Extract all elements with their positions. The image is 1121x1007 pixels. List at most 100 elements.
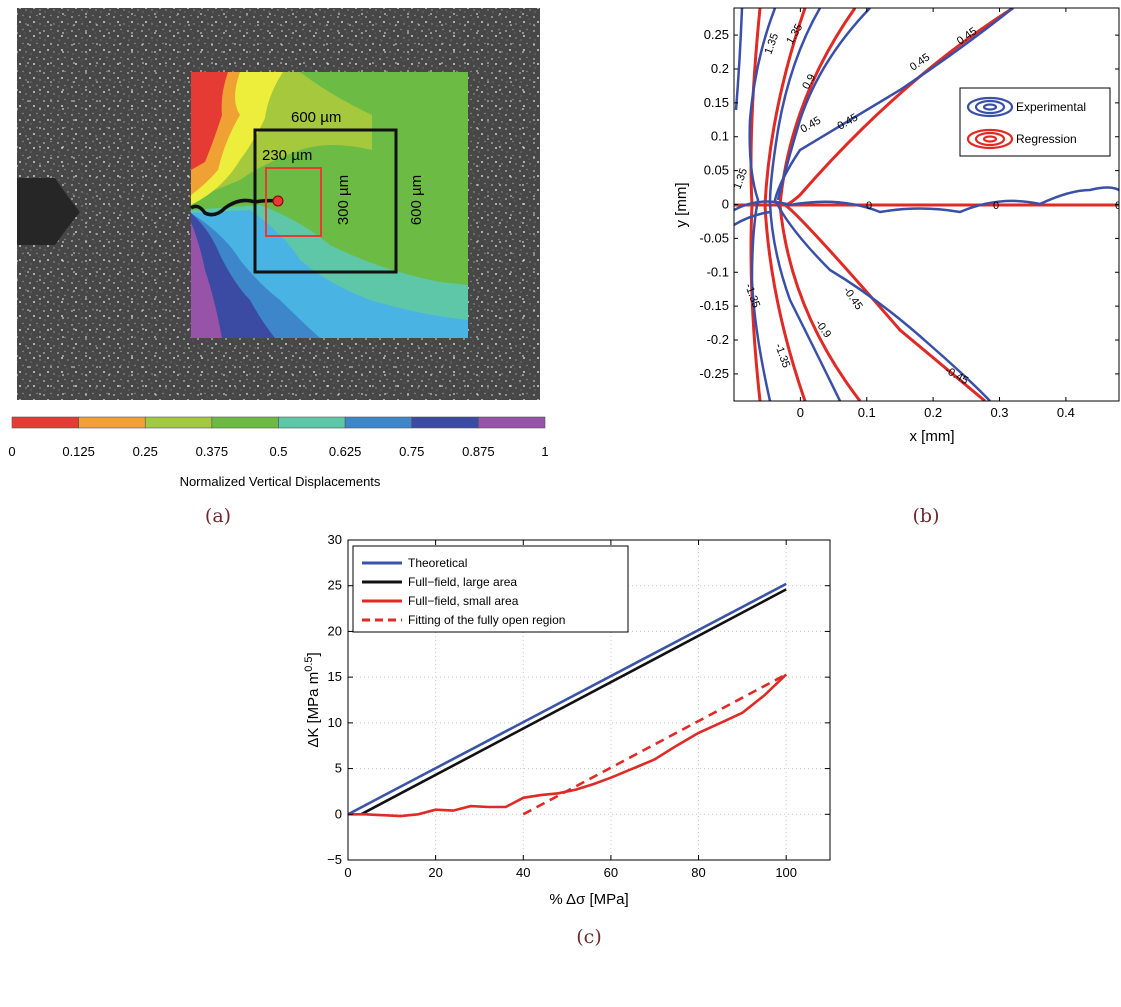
series-line-large-area [360, 588, 787, 816]
panel-c-label: (c) [576, 926, 601, 948]
colorbar: 0 0.125 0.25 0.375 0.5 0.625 0.75 0.875 1 [8, 416, 549, 459]
y-tick-label: 20 [328, 623, 342, 638]
legend-label-regression: Regression [1016, 132, 1077, 146]
panel-a: 600 µm 230 µm 300 µm 600 µm 0 0.125 0.25 0.… [8, 8, 549, 527]
x-tick-label: 40 [516, 865, 530, 880]
colorbar-tick-label: 0.5 [269, 444, 287, 459]
panel-b-axes: 0 0.1 0.2 0.3 0.4 0.25 0.2 0.15 0.1 0.05 0 -0.05 -0.… [699, 8, 1119, 420]
y-tick-label: 0.25 [704, 27, 729, 42]
displacement-field [191, 72, 468, 338]
y-tick-label: −5 [327, 852, 342, 867]
experimental-contour-18 [734, 8, 744, 111]
colorbar-segment [78, 416, 146, 429]
panel-b: 1.35 1.35 0.9 0.45 0.45 0.45 0.45 1.35 -… [673, 7, 1121, 527]
colorbar-segment [11, 416, 79, 429]
experimental-contour-0-lower [734, 210, 771, 227]
y-tick-label: 30 [328, 532, 342, 547]
x-tick-label: 20 [428, 865, 442, 880]
panel-c-ylabel: ΔK [MPa m0.5] [303, 652, 322, 747]
panel-b-label: (b) [913, 505, 940, 527]
y-tick-label: 0.05 [704, 163, 729, 178]
y-tick-label: 10 [328, 715, 342, 730]
colorbar-segment [344, 416, 413, 429]
field-band-1 [191, 222, 222, 338]
colorbar-tick-label: 1 [541, 444, 548, 459]
contour-label: 0 [993, 200, 999, 212]
experimental-contour-09 [768, 8, 842, 401]
y-tick-label: 0.2 [711, 61, 729, 76]
x-tick-label: 0.1 [858, 405, 876, 420]
crack-tip-marker [272, 195, 284, 207]
panel-c-frame [347, 539, 831, 861]
dim-label-small-height: 300 µm [335, 175, 352, 225]
colorbar-segment [144, 416, 213, 429]
legend-label-small-area: Full−field, small area [408, 594, 519, 608]
field-band-0 [191, 72, 228, 170]
legend-label-experimental: Experimental [1016, 100, 1086, 114]
panel-b-xlabel: x [mm] [910, 428, 955, 445]
panel-b-ylabel: y [mm] [673, 183, 690, 228]
x-tick-label: 0 [797, 405, 804, 420]
small-area-box [265, 167, 322, 237]
colorbar-tick-label: 0.125 [62, 444, 95, 459]
colorbar-tick-label: 0.375 [196, 444, 229, 459]
colorbar-segment [278, 416, 346, 429]
large-area-box [253, 128, 398, 274]
experimental-contour-045 [773, 8, 1014, 401]
y-tick-label: 25 [328, 578, 342, 593]
legend-label-theoretical: Theoretical [408, 556, 467, 570]
contour-label: 0 [866, 200, 872, 212]
y-tick-label: -0.05 [699, 230, 729, 245]
contour-label: 0 [1115, 200, 1121, 212]
y-tick-label: 0.15 [704, 95, 729, 110]
legend-label-fit: Fitting of the fully open region [408, 613, 565, 627]
series-line-fit [522, 673, 787, 816]
x-tick-label: 60 [604, 865, 618, 880]
y-tick-label: 0.1 [711, 129, 729, 144]
dim-label-top: 600 µm [291, 109, 341, 126]
series-line-small-area [348, 673, 788, 818]
y-tick-label: 0 [722, 197, 729, 212]
series-line-theoretical [348, 582, 787, 816]
colorbar-title: Normalized Vertical Displacements [180, 474, 381, 489]
legend-icon-regression [966, 128, 1014, 150]
legend-label-large-area: Full−field, large area [408, 575, 517, 589]
y-tick-label: -0.15 [699, 298, 729, 313]
experimental-contour-0 [734, 186, 1119, 214]
y-tick-label: -0.2 [707, 332, 729, 347]
y-tick-label: 5 [335, 761, 342, 776]
colorbar-tick-label: 0.625 [329, 444, 362, 459]
colorbar-tick-label: 0.25 [133, 444, 158, 459]
legend-box [352, 545, 629, 633]
panel-a-label: (a) [205, 505, 231, 527]
x-tick-label: 0 [344, 865, 351, 880]
colorbar-tick-label: 0.875 [462, 444, 495, 459]
colorbar-segment [478, 416, 546, 429]
dim-label-small: 230 µm [262, 147, 312, 164]
colorbar-segment [211, 416, 279, 429]
dim-label-large-height: 600 µm [408, 175, 425, 225]
y-tick-label: 0 [335, 806, 342, 821]
notch-shape [17, 178, 80, 245]
x-tick-label: 100 [775, 865, 797, 880]
panel-c-legend: Theoretical Full−field, large area Full−… [352, 545, 629, 633]
experimental-contours [734, 8, 1119, 401]
y-tick-label: -0.1 [707, 264, 729, 279]
crack-path [189, 198, 279, 217]
x-tick-label: 0.3 [990, 405, 1008, 420]
panel-b-legend: Experimental Regression [959, 87, 1111, 157]
x-tick-label: 0.2 [924, 405, 942, 420]
legend-icon-experimental [966, 96, 1014, 118]
x-tick-label: 80 [691, 865, 705, 880]
y-tick-label: 15 [328, 669, 342, 684]
colorbar-tick-label: 0.75 [399, 444, 424, 459]
colorbar-tick-label: 0 [8, 444, 15, 459]
y-tick-label: -0.25 [699, 366, 729, 381]
experimental-contour-135-left [748, 8, 777, 401]
panel-c-series [348, 582, 788, 818]
panel-c-xlabel: % Δσ [MPa] [549, 891, 628, 908]
x-tick-label: 0.4 [1057, 405, 1075, 420]
